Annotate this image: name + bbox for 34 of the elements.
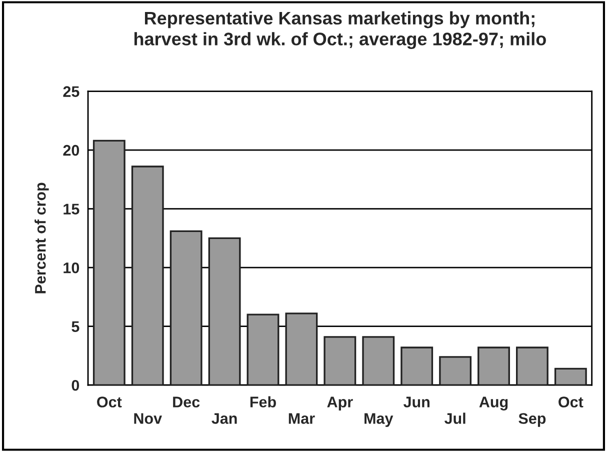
y-tick-label: 15 — [64, 204, 80, 215]
x-tick-label: Apr — [327, 396, 353, 410]
x-tick-label: Oct — [97, 396, 122, 408]
y-tick-label: 5 — [72, 321, 80, 332]
y-tick-label: 25 — [63, 86, 80, 97]
bar — [516, 346, 548, 386]
bar — [285, 312, 318, 386]
bar — [246, 314, 280, 386]
bar — [208, 237, 241, 386]
x-tick-label: Aug — [479, 396, 508, 410]
x-tick-label: Jan — [212, 413, 237, 424]
bar — [439, 356, 472, 386]
bar — [478, 346, 510, 386]
bar — [554, 368, 587, 386]
x-tick-label: Jun — [403, 396, 430, 408]
y-tick-label: 10 — [64, 262, 80, 274]
x-tick-label: Dec — [173, 396, 200, 408]
bar — [362, 336, 395, 386]
y-tick-label: 20 — [63, 144, 80, 156]
x-tick-label: Sep — [518, 413, 546, 427]
bar — [400, 346, 434, 386]
x-tick-label: Jul — [444, 412, 466, 424]
bar — [131, 166, 164, 386]
y-tick-label: 0 — [72, 380, 80, 391]
chart-title: Representative Kansas marketings by month; harvest in 3rd wk. of Oct.; average 1982-97; milo — [134, 11, 546, 50]
bar — [324, 336, 356, 386]
y-axis-title: Percent of crop — [34, 182, 49, 294]
x-tick-label: Feb — [250, 396, 276, 408]
x-tick-label: Oct — [558, 396, 584, 408]
x-tick-label: Mar — [288, 413, 315, 424]
bar — [92, 140, 126, 386]
x-tick-label: Nov — [134, 413, 162, 424]
bar — [170, 230, 202, 386]
x-tick-label: May — [364, 413, 394, 427]
